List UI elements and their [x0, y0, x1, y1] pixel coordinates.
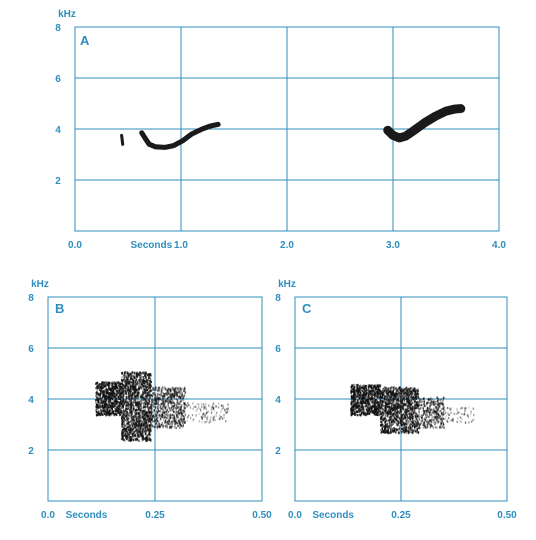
panel-label: C — [302, 301, 312, 316]
sound-burst-3 — [150, 386, 187, 430]
y-tick-label: 2 — [275, 446, 281, 457]
sound-burst-1 — [350, 383, 382, 417]
x-tick-label: 0.25 — [391, 510, 411, 521]
sound-burst-1 — [95, 381, 123, 417]
sound-burst-4 — [185, 401, 230, 424]
x-tick-label: 0.50 — [252, 510, 272, 521]
call-trace-1 — [120, 133, 125, 146]
panel-label: B — [55, 301, 64, 316]
y-tick-label: 2 — [55, 176, 61, 187]
y-tick-label: 4 — [55, 125, 61, 136]
x-axis-label: Seconds — [130, 240, 172, 251]
x-tick-label: 2.0 — [280, 240, 294, 251]
y-tick-label: 6 — [55, 74, 61, 85]
y-tick-label: 6 — [275, 344, 281, 355]
sound-burst-3 — [418, 396, 445, 430]
x-tick-label: 3.0 — [386, 240, 400, 251]
sound-burst-2 — [120, 371, 152, 442]
y-axis-label: kHz — [278, 279, 296, 290]
y-tick-label: 6 — [28, 344, 34, 355]
x-tick-label: 0.25 — [145, 510, 165, 521]
x-tick-label: 0.50 — [497, 510, 517, 521]
call-trace-2 — [139, 121, 221, 150]
panel-label: A — [80, 33, 90, 48]
call-trace-3 — [383, 104, 466, 143]
y-tick-label: 8 — [28, 293, 34, 304]
x-tick-label: 1.0 — [174, 240, 188, 251]
y-tick-label: 4 — [28, 395, 34, 406]
sound-burst-4 — [443, 406, 475, 424]
y-tick-label: 4 — [275, 395, 281, 406]
x-tick-label: 0.0 — [41, 510, 55, 521]
x-tick-label: 4.0 — [492, 240, 506, 251]
y-tick-label: 8 — [275, 293, 281, 304]
y-axis-label: kHz — [58, 9, 76, 20]
x-axis-label: Seconds — [312, 510, 354, 521]
x-tick-label: 0.0 — [288, 510, 302, 521]
y-tick-label: 8 — [55, 23, 61, 34]
y-tick-label: 2 — [28, 446, 34, 457]
x-axis-label: Seconds — [66, 510, 108, 521]
sound-burst-2 — [379, 386, 420, 435]
y-axis-label: kHz — [31, 279, 49, 290]
x-tick-label: 0.0 — [68, 240, 82, 251]
